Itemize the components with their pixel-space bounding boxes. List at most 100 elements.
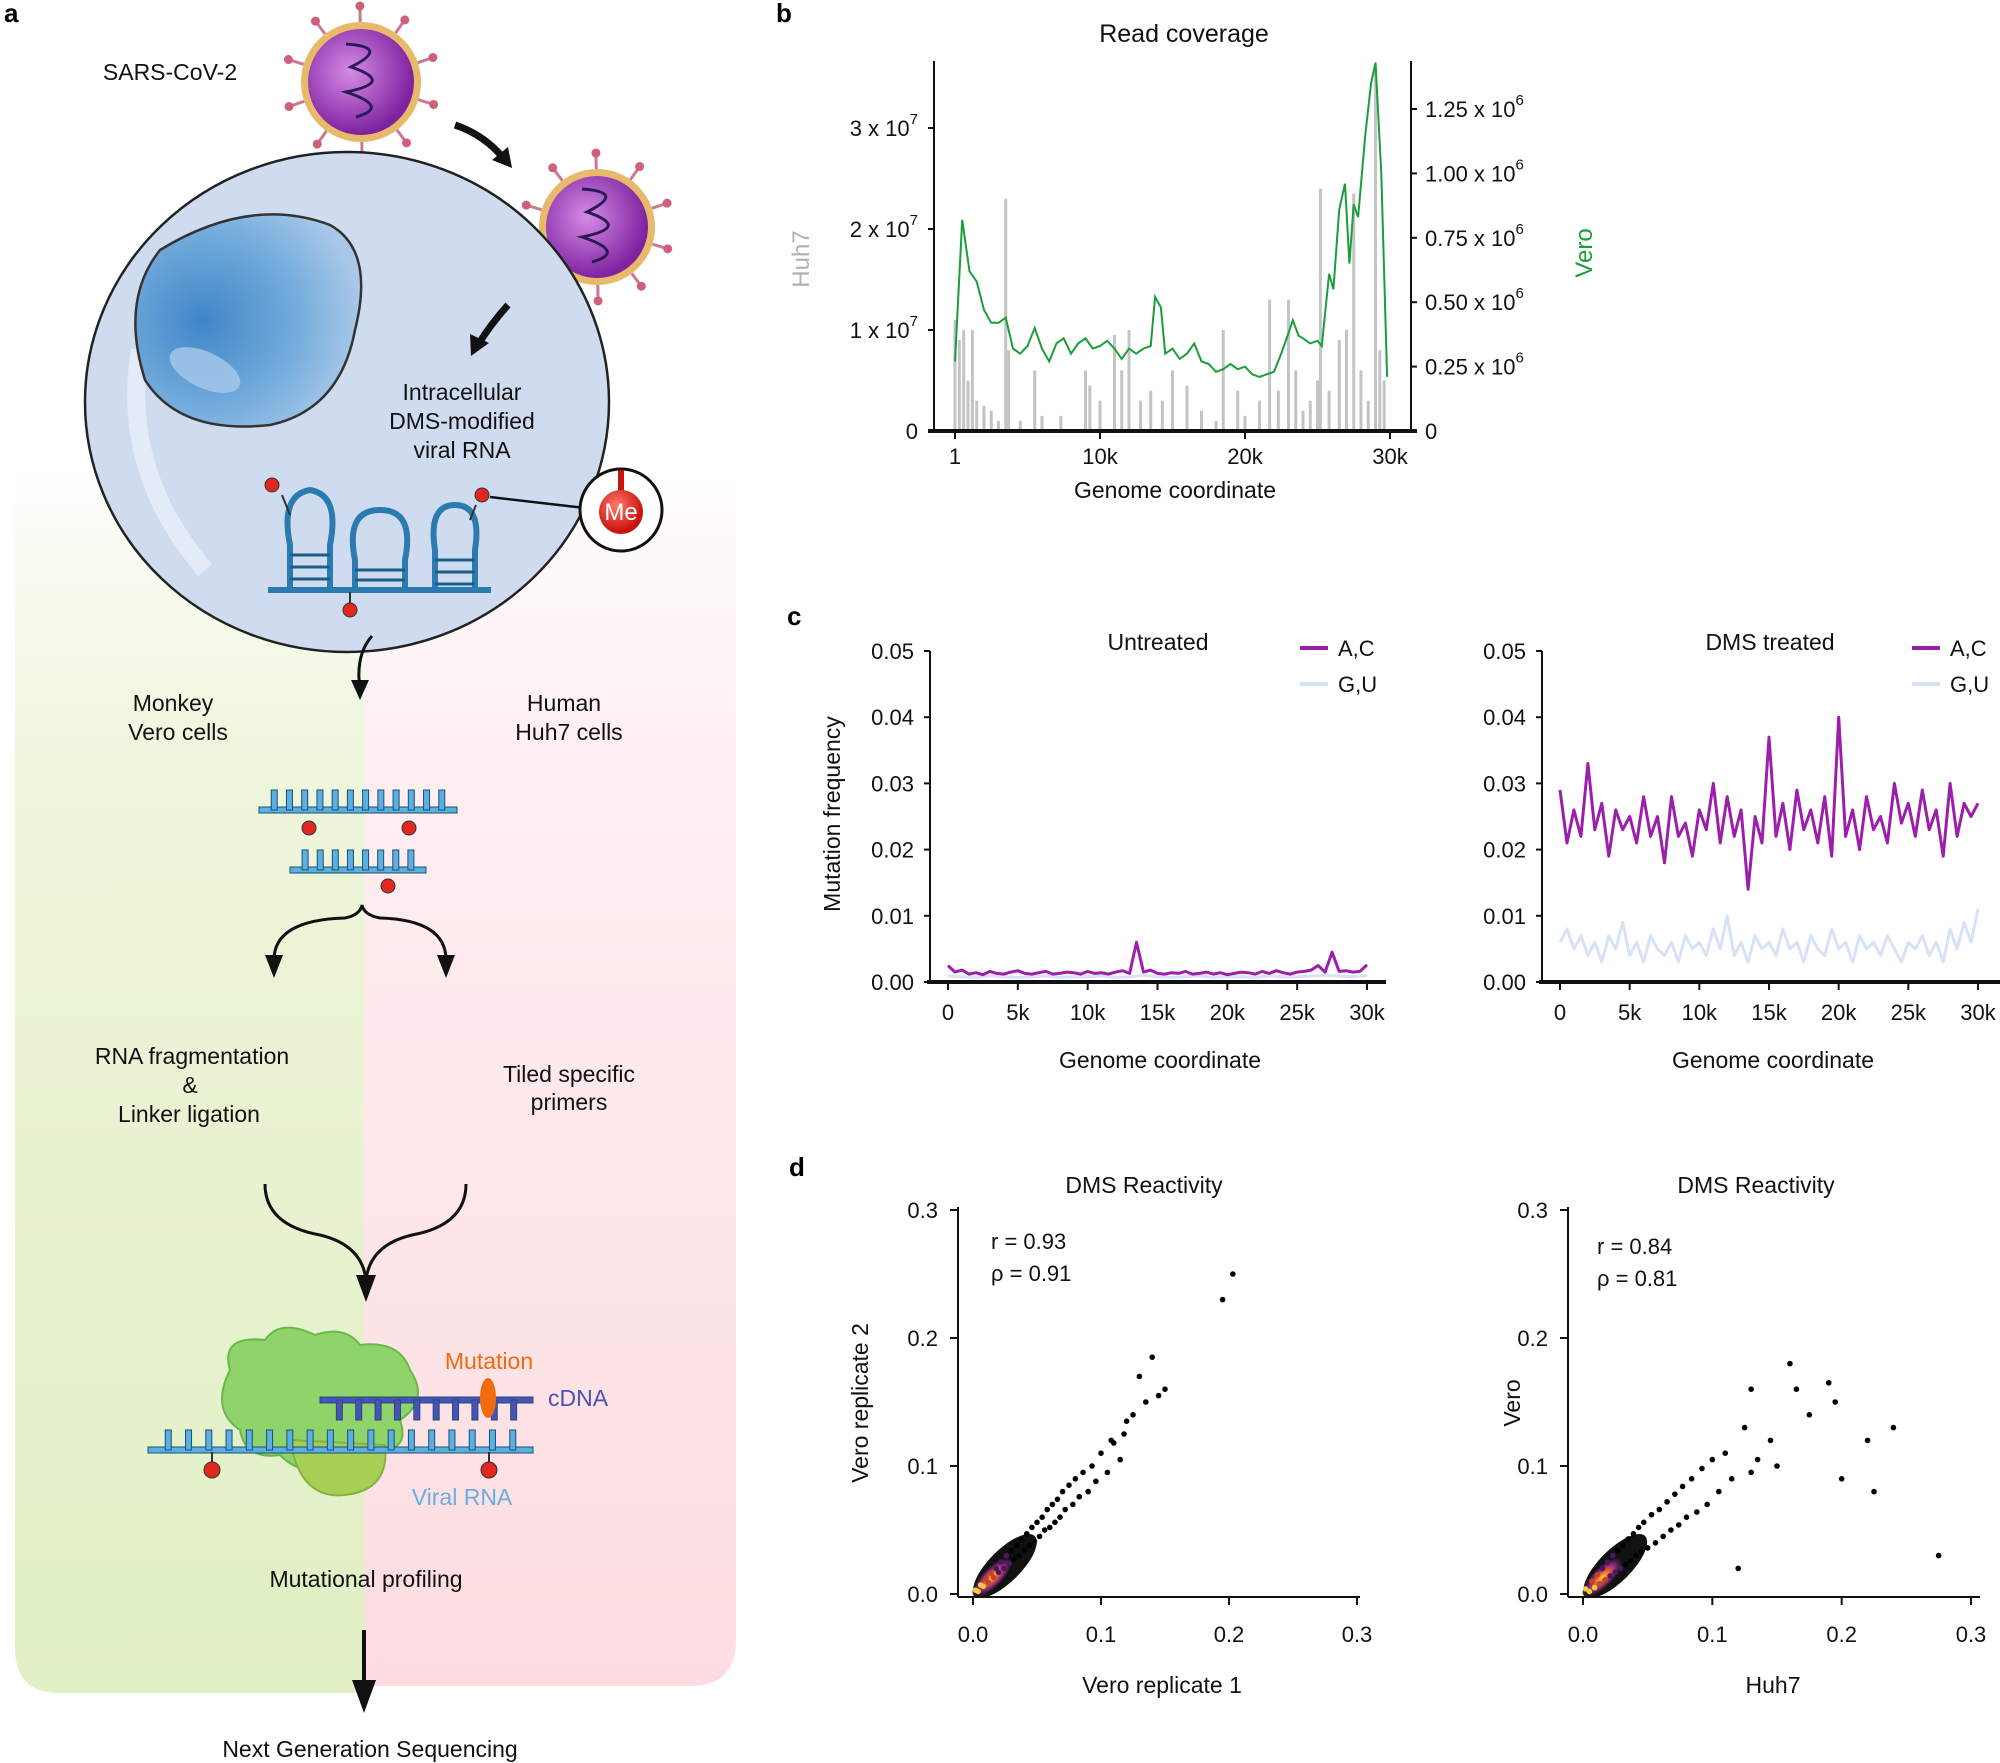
- monkey-label-line1: Monkey: [133, 690, 214, 716]
- split-arrowhead-icon: [351, 680, 369, 700]
- scatter-point: [985, 1579, 992, 1586]
- scatter-point: [1754, 1456, 1761, 1463]
- tick-base: 0: [1425, 419, 1437, 444]
- intracellular-label-line2: DMS-modified: [389, 408, 535, 434]
- scatter-point: [1688, 1476, 1695, 1482]
- virus-spike-tip: [283, 55, 293, 65]
- ngs-label: Next Generation Sequencing: [222, 1736, 517, 1762]
- chart-title: Untreated: [1107, 629, 1208, 655]
- merge-arrowhead-icon: [356, 1275, 376, 1302]
- dms-treated-mutation-chart: DMS treated 0 5k 10k 15k 20k 25k 30k 0.00 0.01 0.0…: [1483, 629, 2000, 1073]
- scatter-point: [1871, 1488, 1877, 1495]
- huh7-coverage-bar: [1268, 299, 1272, 431]
- scatter-point: [1021, 1547, 1027, 1554]
- huh7-coverage-bar: [1059, 415, 1063, 431]
- viral-genome: [340, 42, 374, 119]
- nucleotide: [488, 1429, 496, 1451]
- panel-label-c: c: [787, 601, 801, 631]
- huh7-coverage-bar: [1308, 400, 1312, 431]
- x-tick-label: 10k: [1082, 444, 1118, 469]
- huh7-coverage-bar: [966, 380, 970, 431]
- huh7-coverage-bar: [1382, 380, 1386, 431]
- intracellular-label-line1: Intracellular: [403, 379, 522, 405]
- nucleotide: [164, 1429, 172, 1451]
- nucleotide: [347, 1429, 355, 1451]
- huh7-coverage-bar: [1344, 330, 1348, 431]
- scatter-point: [1607, 1573, 1613, 1579]
- tick-exponent: 6: [1516, 350, 1524, 367]
- strand-backbone: [289, 866, 427, 874]
- scatter-point: [1656, 1506, 1663, 1513]
- rna-fragment-short: [289, 849, 427, 894]
- scatter-point: [1617, 1565, 1624, 1572]
- y-tick-label: 0.01: [1483, 904, 1526, 929]
- viral-genome: [576, 187, 610, 264]
- x-tick-label: 0: [942, 1000, 954, 1025]
- scatter-point: [1219, 1296, 1226, 1303]
- x-axis-label: Genome coordinate: [1672, 1047, 1874, 1073]
- scatter-point: [1026, 1542, 1033, 1549]
- scatter-point: [1130, 1412, 1136, 1418]
- scatter-point: [995, 1569, 1002, 1576]
- scatter-point: [1136, 1373, 1143, 1380]
- huh7-coverage-bar: [1318, 188, 1322, 431]
- x-tick-label: 0: [1554, 1000, 1566, 1025]
- scatter-point: [1143, 1399, 1149, 1405]
- branch-brace-icon: [272, 904, 448, 961]
- scatter-point: [1054, 1496, 1061, 1503]
- scatter-point: [1049, 1501, 1056, 1508]
- tick-base: 1.25 x 10: [1425, 97, 1516, 122]
- left-y-tick-label: 0: [906, 419, 918, 444]
- virus-spike-tip: [429, 99, 439, 109]
- left-y-axis-label: Huh7: [788, 230, 815, 287]
- scatter-point: [1591, 1584, 1598, 1591]
- nucleotide: [413, 1399, 421, 1421]
- left-method-line3: Linker ligation: [118, 1101, 260, 1127]
- tick-exponent: 7: [910, 212, 918, 229]
- tick-exponent: 6: [1516, 285, 1524, 302]
- tick-exponent: 7: [910, 313, 918, 330]
- x-tick-label: 1: [949, 444, 961, 469]
- tick-base: 0.25 x 10: [1425, 355, 1516, 380]
- right-method-line2: primers: [531, 1089, 608, 1115]
- nucleotide: [509, 1429, 517, 1451]
- scatter-point: [1104, 1469, 1111, 1476]
- scatter-point: [1044, 1506, 1051, 1513]
- nucleotide: [392, 849, 400, 871]
- monkey-label-line2: Vero cells: [128, 719, 228, 745]
- y-tick-label: 0.01: [871, 904, 914, 929]
- scatter-point: [1059, 1488, 1066, 1495]
- scatter-point: [1635, 1524, 1642, 1531]
- chart-title: DMS treated: [1705, 629, 1834, 655]
- x-axis-label: Genome coordinate: [1059, 1047, 1261, 1073]
- legend-label: A,C: [1338, 636, 1375, 661]
- scatter-point: [990, 1574, 997, 1581]
- y-tick-label: 0.2: [907, 1326, 938, 1351]
- huh7-coverage-bar: [1366, 400, 1370, 431]
- y-tick-label: 0.03: [1483, 771, 1526, 796]
- scatter-point: [1016, 1552, 1022, 1559]
- nucleotide: [367, 1429, 375, 1451]
- series-line-ac: [946, 940, 1369, 977]
- x-tick-label: 0.3: [1342, 1622, 1373, 1647]
- virus-capsid: [308, 29, 414, 135]
- huh7-coverage-bar: [1221, 330, 1225, 431]
- scatter-point: [1597, 1580, 1603, 1587]
- correlation-annotation: ρ = 0.91: [991, 1261, 1071, 1286]
- huh7-coverage-bar: [1083, 370, 1087, 431]
- huh7-coverage-bar: [1243, 415, 1247, 431]
- huh7-coverage-bar: [1139, 400, 1143, 431]
- scatter-point: [1031, 1538, 1038, 1545]
- right-branch-arrowhead-icon: [437, 955, 455, 978]
- tick-exponent: 6: [1516, 92, 1524, 109]
- scatter-point: [1806, 1412, 1813, 1418]
- scatter-point: [1093, 1478, 1099, 1485]
- huh7-coverage-bar: [975, 400, 979, 431]
- scatter-point: [1036, 1533, 1043, 1540]
- huh7-coverage-bar: [1004, 198, 1008, 431]
- nucleotide: [407, 789, 415, 811]
- scatter-point: [1709, 1456, 1716, 1463]
- scatter-point: [1230, 1271, 1236, 1277]
- scatter-point: [1787, 1360, 1793, 1367]
